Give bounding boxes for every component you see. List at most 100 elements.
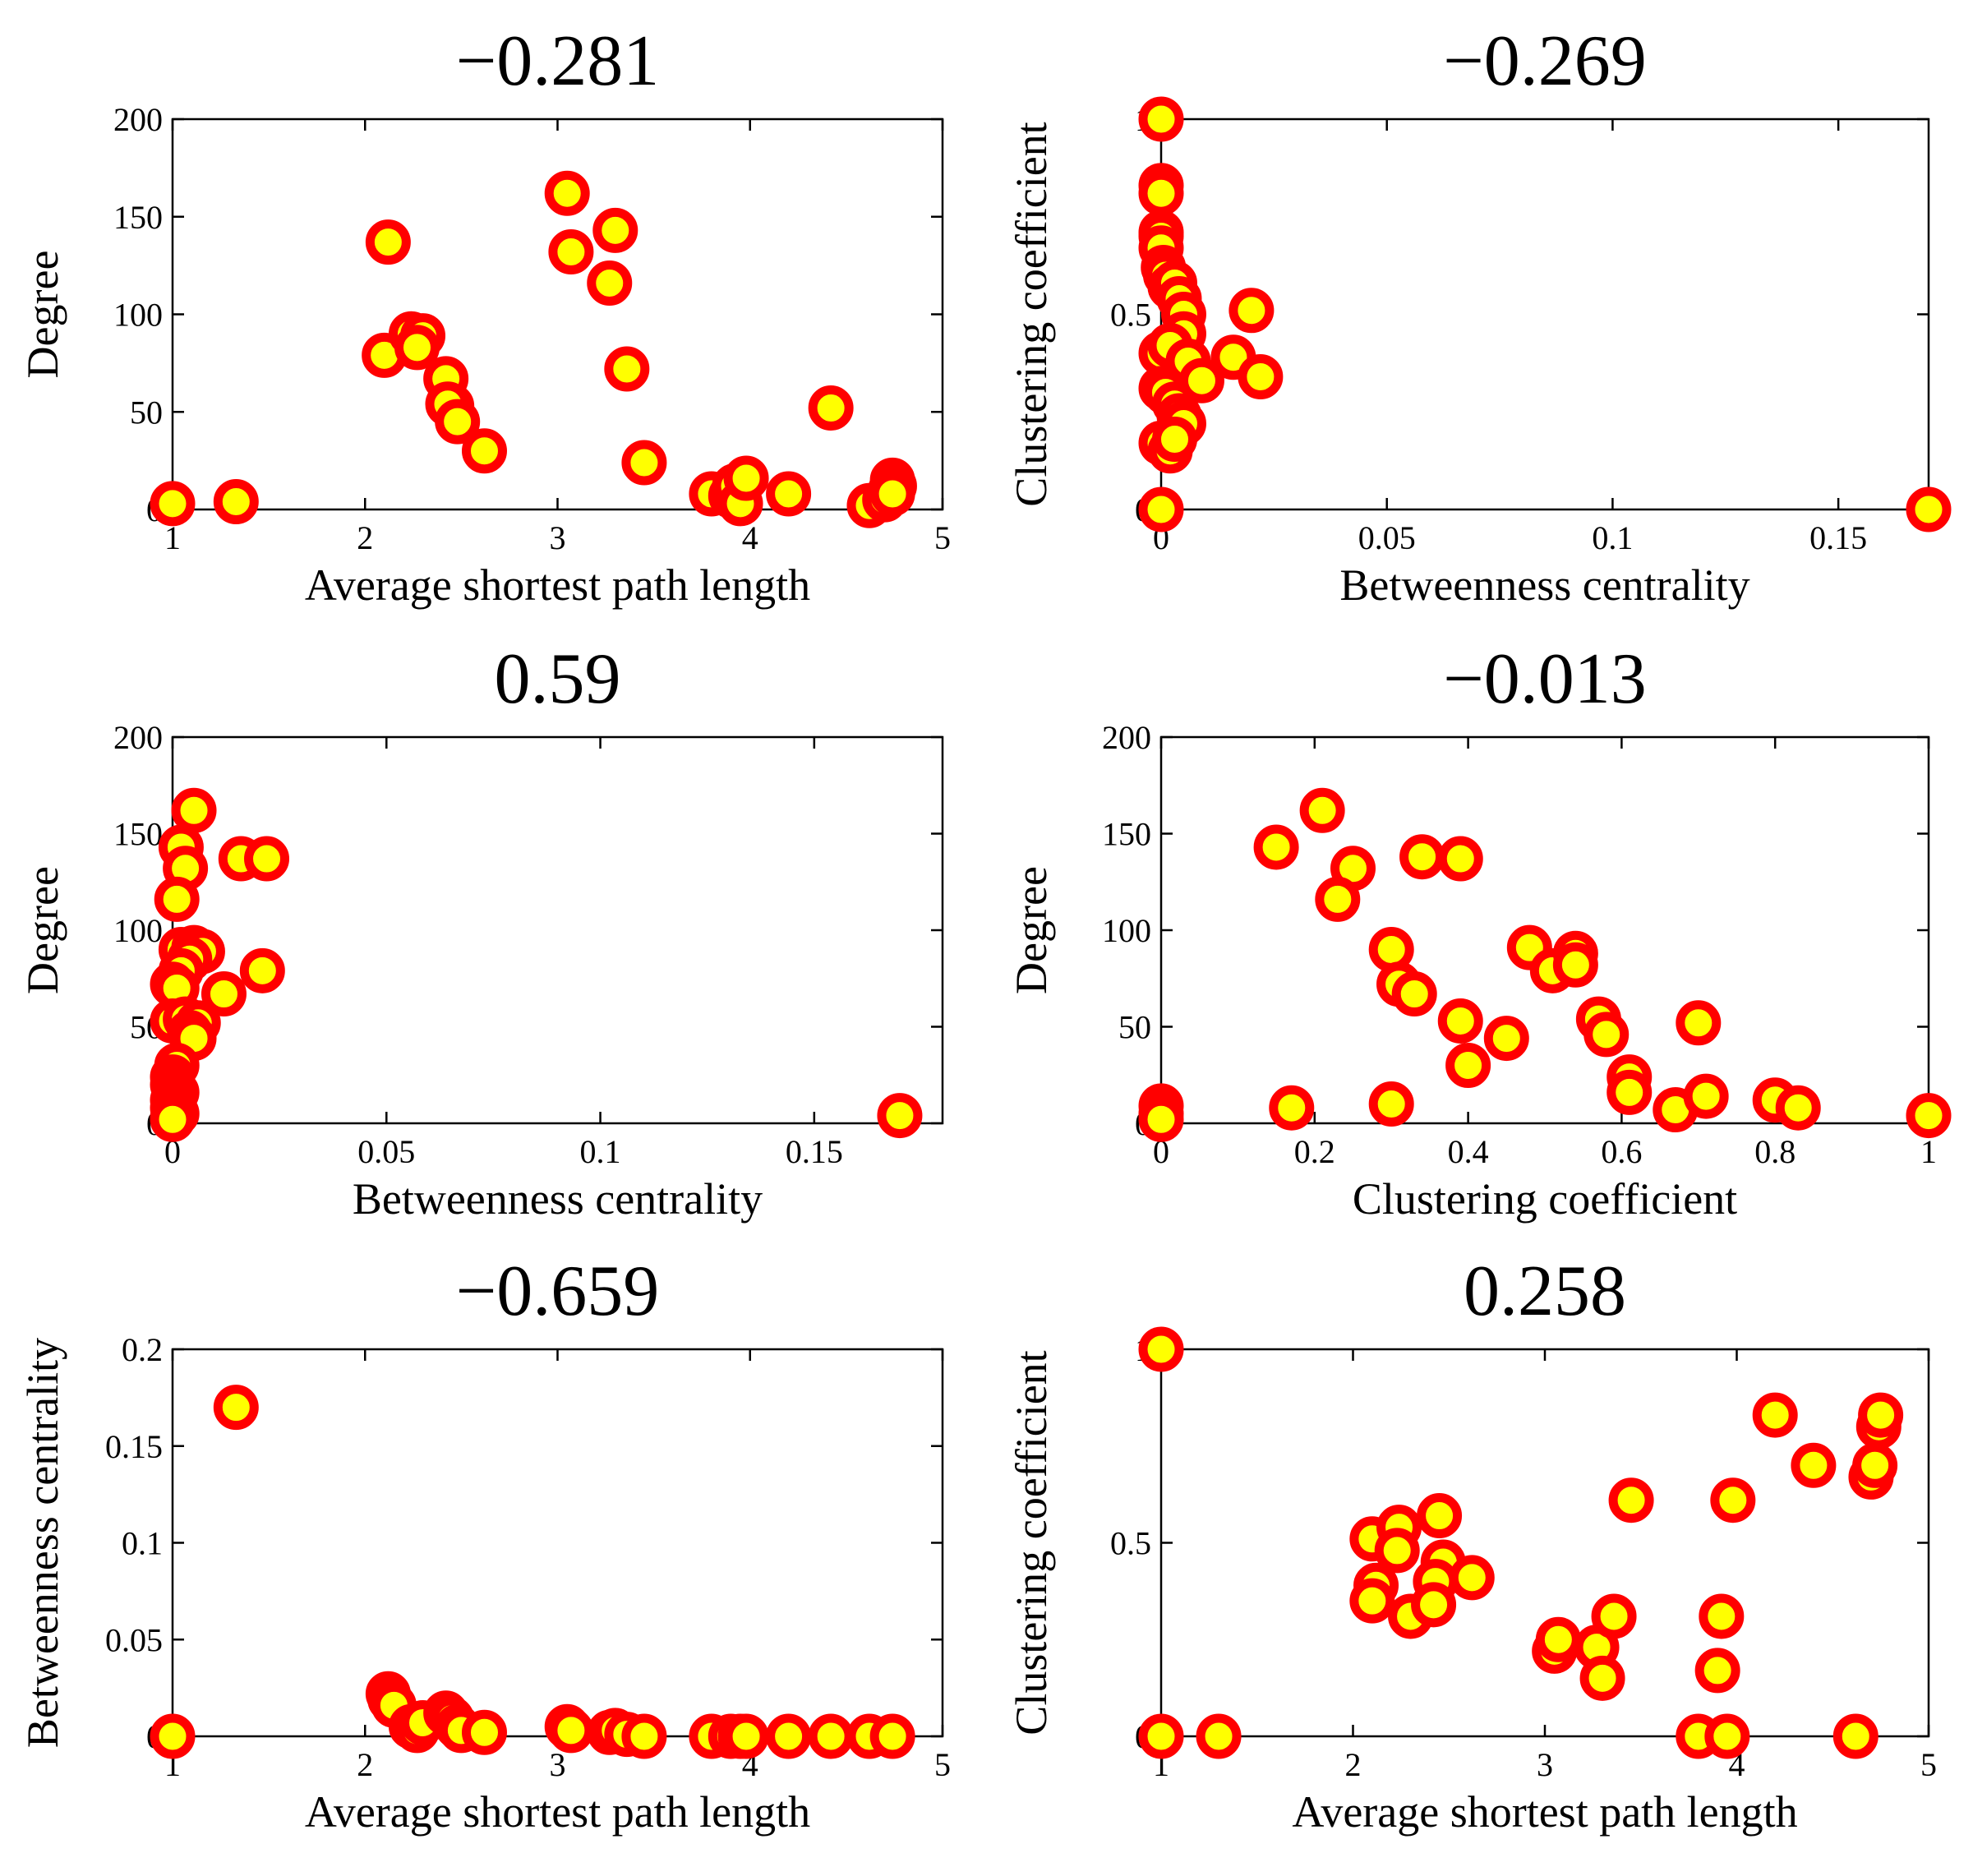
data-point xyxy=(1138,96,1184,142)
data-point xyxy=(548,229,594,274)
x-tick-label: 0.6 xyxy=(1601,1133,1642,1170)
data-point xyxy=(1138,170,1184,216)
x-tick-label: 5 xyxy=(934,519,951,556)
data-point xyxy=(877,1093,923,1139)
y-axis-label: Clustering coefficient xyxy=(1007,122,1056,506)
data-point xyxy=(213,479,259,524)
data-point xyxy=(869,471,915,517)
data-point xyxy=(1683,1073,1729,1119)
data-point xyxy=(435,399,481,445)
data-point xyxy=(808,385,854,431)
data-point xyxy=(1694,1648,1740,1694)
data-point xyxy=(1710,1477,1756,1523)
data-point xyxy=(1676,1000,1722,1046)
y-axis-label: Degree xyxy=(18,251,67,379)
data-point xyxy=(1368,1081,1414,1127)
data-point xyxy=(1579,1655,1625,1701)
data-point xyxy=(1704,1713,1750,1759)
data-point xyxy=(1374,1528,1420,1574)
y-tick-label: 150 xyxy=(113,199,163,236)
x-tick-label: 0.8 xyxy=(1754,1133,1796,1170)
data-point xyxy=(1411,1582,1457,1628)
data-point xyxy=(1138,1713,1184,1759)
data-point xyxy=(1483,1016,1529,1062)
data-point xyxy=(1269,1085,1315,1131)
y-axis-label: Clustering coefficient xyxy=(1007,1350,1056,1735)
data-point xyxy=(1238,354,1284,399)
data-point xyxy=(1858,1392,1904,1438)
x-tick-label: 0.1 xyxy=(1592,519,1633,556)
x-tick-label: 5 xyxy=(934,1746,951,1783)
x-tick-label: 0.05 xyxy=(1358,519,1416,556)
axes-frame xyxy=(1159,118,1930,511)
x-tick-label: 0 xyxy=(164,1133,181,1170)
x-axis-label: Average shortest path length xyxy=(305,560,810,610)
data-point xyxy=(1607,1069,1653,1115)
x-tick-label: 1 xyxy=(164,519,181,556)
y-tick-label: 0.15 xyxy=(105,1428,163,1465)
axes-frame xyxy=(1159,1348,1930,1738)
data-point xyxy=(1775,1085,1821,1131)
x-axis-label: Average shortest path length xyxy=(1292,1787,1797,1837)
x-tick-label: 3 xyxy=(1537,1746,1553,1783)
subplot-title: 0.59 xyxy=(495,639,621,719)
x-tick-label: 0.05 xyxy=(357,1133,415,1170)
data-point xyxy=(548,1708,594,1754)
data-point xyxy=(244,836,290,882)
data-point xyxy=(1391,971,1437,1017)
y-tick-label: 50 xyxy=(1118,1009,1151,1046)
y-tick-label: 50 xyxy=(130,394,163,431)
data-point xyxy=(544,170,590,216)
x-tick-label: 1 xyxy=(1920,1133,1937,1170)
data-point xyxy=(1445,1043,1491,1088)
subplot-3: 00.050.10.150501001502000.59Betweenness … xyxy=(18,639,944,1224)
data-point xyxy=(1437,998,1483,1044)
data-point xyxy=(1583,1012,1630,1058)
data-point xyxy=(239,947,285,993)
data-point xyxy=(1138,1096,1184,1142)
data-point xyxy=(1315,876,1361,922)
y-tick-label: 0.05 xyxy=(105,1621,163,1658)
subplot-title: 0.258 xyxy=(1464,1251,1626,1331)
x-axis-label: Average shortest path length xyxy=(305,1787,810,1837)
data-point xyxy=(604,346,650,392)
data-point xyxy=(1608,1477,1654,1523)
data-point xyxy=(150,481,196,527)
data-point xyxy=(723,1713,769,1759)
data-point xyxy=(1368,927,1414,972)
x-tick-label: 4 xyxy=(742,519,758,556)
data-point xyxy=(1229,288,1275,334)
data-point xyxy=(1399,834,1445,880)
data-point xyxy=(621,440,667,486)
x-tick-label: 3 xyxy=(550,519,566,556)
y-tick-label: 0.1 xyxy=(122,1525,163,1562)
y-tick-label: 100 xyxy=(113,297,163,334)
data-point xyxy=(461,1709,507,1755)
data-point xyxy=(1449,1555,1495,1601)
x-tick-label: 5 xyxy=(1920,1746,1937,1783)
data-point xyxy=(1178,357,1224,403)
data-point xyxy=(1138,486,1184,532)
data-point xyxy=(1906,486,1952,532)
data-point xyxy=(1196,1713,1242,1759)
data-point xyxy=(766,1713,812,1759)
data-point xyxy=(592,207,638,253)
data-point xyxy=(1151,417,1197,462)
y-tick-label: 0.5 xyxy=(1110,1525,1151,1562)
data-point xyxy=(766,471,812,517)
data-point xyxy=(150,1713,196,1759)
data-point xyxy=(1138,1326,1184,1372)
data-point xyxy=(1699,1593,1745,1639)
axes-frame xyxy=(171,1348,944,1738)
x-tick-label: 0 xyxy=(1153,1133,1169,1170)
data-point xyxy=(1417,1493,1463,1539)
data-point xyxy=(723,455,769,501)
data-point xyxy=(201,971,247,1017)
x-tick-label: 2 xyxy=(357,1746,373,1783)
data-point xyxy=(1791,1442,1837,1488)
